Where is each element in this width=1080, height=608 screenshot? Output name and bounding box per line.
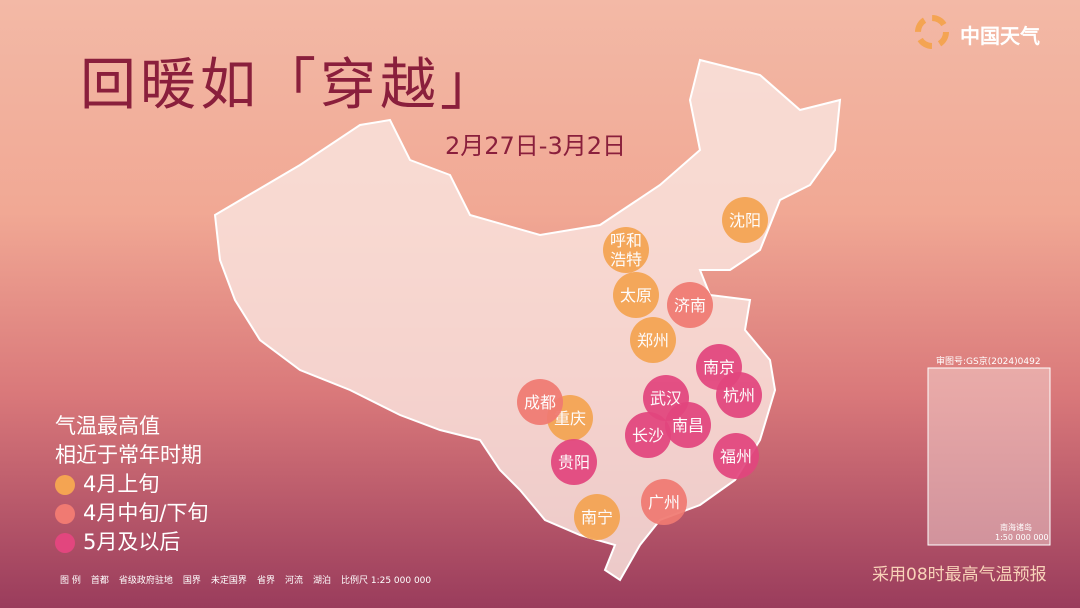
legend: 气温最高值相近于常年时期 4月上旬 4月中旬/下旬 5月及以后 — [55, 412, 208, 557]
city-marker: 杭州 — [716, 372, 762, 418]
city-marker: 成都 — [517, 379, 563, 425]
legend-title: 相近于常年时期 — [55, 443, 202, 467]
city-marker: 南宁 — [574, 494, 620, 540]
city-marker: 郑州 — [630, 317, 676, 363]
logo — [915, 15, 949, 49]
map-legend: 图 例首都 省级政府驻地 国界 未定国界 省界 河流 湖泊 比例尺 1:25 000 000 — [60, 573, 441, 586]
city-marker: 重庆 — [547, 395, 593, 441]
legend-dot — [55, 503, 75, 524]
city-marker: 沈阳 — [722, 197, 768, 243]
title: 回暖如「穿越」 — [80, 53, 500, 118]
map-legend-title: 图 例 — [60, 576, 81, 586]
city-marker: 呼和浩特 — [603, 227, 649, 273]
map-legend-item: 未定国界 — [210, 576, 247, 586]
city-marker: 广州 — [641, 479, 687, 525]
city-marker: 贵阳 — [551, 439, 597, 485]
legend-label: 4月上旬 — [83, 472, 160, 496]
legend-item: 4月上旬 — [55, 470, 208, 499]
city-marker: 武汉 — [643, 375, 689, 421]
legend-label: 4月中旬/下旬 — [83, 501, 209, 525]
map-legend-item: 河流 — [284, 576, 303, 586]
approval: 审图号:GS京(2024)0492 — [936, 357, 1041, 367]
map-legend-item: 省界 — [256, 576, 275, 586]
map-legend-item: 国界 — [182, 576, 201, 586]
date: 2月27日-3月2日 — [445, 132, 627, 160]
brand: 中国天气 — [960, 24, 1040, 48]
inset-label: 南海诸岛 — [1000, 523, 1032, 532]
city-marker: 福州 — [713, 433, 759, 479]
china-outline — [213, 58, 842, 582]
legend-dot — [55, 532, 75, 553]
map-legend-item: 首都 — [90, 576, 109, 586]
city-marker: 太原 — [613, 272, 659, 318]
legend-title: 气温最高值 — [55, 414, 160, 438]
city-marker: 长沙 — [625, 412, 671, 458]
city-marker: 南昌 — [665, 402, 711, 448]
legend-item: 5月及以后 — [55, 528, 208, 557]
city-marker: 济南 — [667, 282, 713, 328]
map-legend-item: 省级政府驻地 — [118, 576, 173, 586]
legend-item: 4月中旬/下旬 — [55, 499, 208, 528]
legend-dot — [55, 474, 75, 495]
inset-frame — [927, 367, 1051, 546]
inset-scale: 1:50 000 000 — [995, 533, 1049, 542]
legend-label: 5月及以后 — [83, 530, 181, 554]
map-legend-scale: 比例尺 1:25 000 000 — [340, 576, 432, 586]
footnote: 采用08时最高气温预报 — [872, 565, 1047, 585]
map-legend-item: 湖泊 — [312, 576, 331, 586]
